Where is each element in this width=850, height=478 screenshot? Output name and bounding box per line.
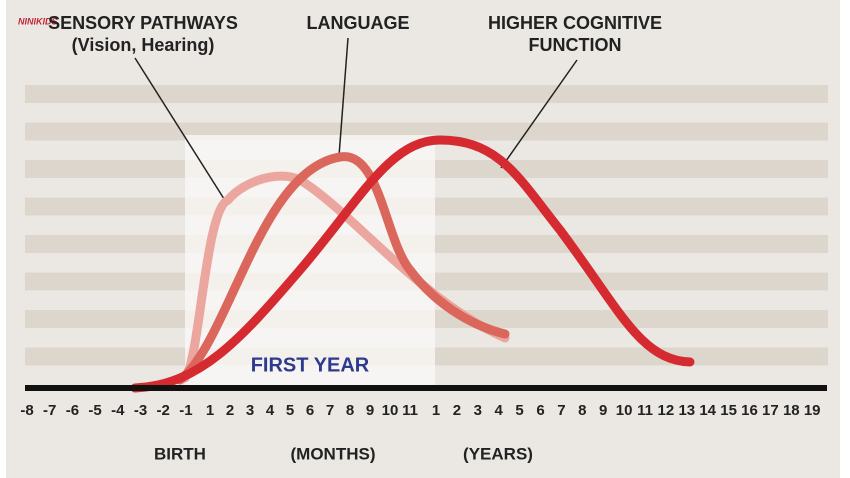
first-year-label: FIRST YEAR bbox=[251, 354, 370, 376]
tick-label: 6 bbox=[536, 402, 544, 419]
tick-label: 18 bbox=[783, 402, 800, 419]
watermark: NINIKIDS bbox=[18, 16, 58, 26]
curve-label: FUNCTION bbox=[529, 35, 622, 55]
tick-label: 12 bbox=[658, 402, 675, 419]
tick-label: -1 bbox=[179, 402, 192, 419]
axis-title: BIRTH bbox=[154, 444, 206, 463]
axis-title: (MONTHS) bbox=[291, 444, 376, 463]
curve-label: (Vision, Hearing) bbox=[72, 35, 215, 55]
curve-label: SENSORY PATHWAYS bbox=[48, 13, 238, 33]
tick-label: 17 bbox=[762, 402, 779, 419]
tick-label: -6 bbox=[66, 402, 79, 419]
tick-label: -2 bbox=[157, 402, 170, 419]
stripe bbox=[25, 85, 828, 103]
leaders bbox=[134, 37, 578, 203]
curves bbox=[130, 135, 695, 393]
tick-label: -5 bbox=[88, 402, 101, 419]
curve-label: HIGHER COGNITIVE bbox=[488, 13, 662, 33]
tick-label: 1 bbox=[432, 402, 440, 419]
tick-label: 14 bbox=[699, 402, 716, 419]
tick-label: 13 bbox=[678, 402, 695, 419]
tick-label: 9 bbox=[599, 402, 607, 419]
tick-label: 1 bbox=[206, 402, 214, 419]
tick-label: 2 bbox=[226, 402, 234, 419]
tick-label: 15 bbox=[720, 402, 737, 419]
leader-line bbox=[500, 59, 578, 169]
tick-label: 11 bbox=[637, 402, 653, 419]
tick-label: 7 bbox=[557, 402, 565, 419]
tick-labels: -8 -7 -6 -5 -4 -3 -2 -1 1 2 3 4 5 6 7 8 9 10 11 1 2 3 4 5 6 7 8 9 10… bbox=[20, 402, 820, 419]
language-curve bbox=[175, 152, 510, 385]
tick-label: 7 bbox=[326, 402, 334, 419]
tick-label: 9 bbox=[366, 402, 374, 419]
tick-label: 5 bbox=[515, 402, 523, 419]
tick-label: 16 bbox=[741, 402, 758, 419]
tick-label: 2 bbox=[453, 402, 461, 419]
tick-label: -8 bbox=[20, 402, 33, 419]
leader-line bbox=[338, 37, 349, 157]
tick-label: 4 bbox=[495, 402, 504, 419]
tick-label: 4 bbox=[266, 402, 275, 419]
axis-title: (YEARS) bbox=[463, 444, 533, 463]
curve-label: LANGUAGE bbox=[307, 13, 410, 33]
tick-label: 11 bbox=[402, 402, 418, 419]
tick-label: 5 bbox=[286, 402, 294, 419]
higher-curve bbox=[130, 135, 695, 393]
tick-label: 10 bbox=[616, 402, 633, 419]
leader-line bbox=[134, 57, 227, 203]
tick-label: 6 bbox=[306, 402, 314, 419]
tick-label: 8 bbox=[578, 402, 586, 419]
tick-label: -4 bbox=[111, 402, 125, 419]
tick-label: 10 bbox=[382, 402, 399, 419]
tick-label: -3 bbox=[134, 402, 147, 419]
tick-label: 8 bbox=[346, 402, 354, 419]
tick-label: 3 bbox=[474, 402, 482, 419]
tick-label: 3 bbox=[246, 402, 254, 419]
tick-label: 19 bbox=[804, 402, 821, 419]
tick-label: -7 bbox=[43, 402, 56, 419]
